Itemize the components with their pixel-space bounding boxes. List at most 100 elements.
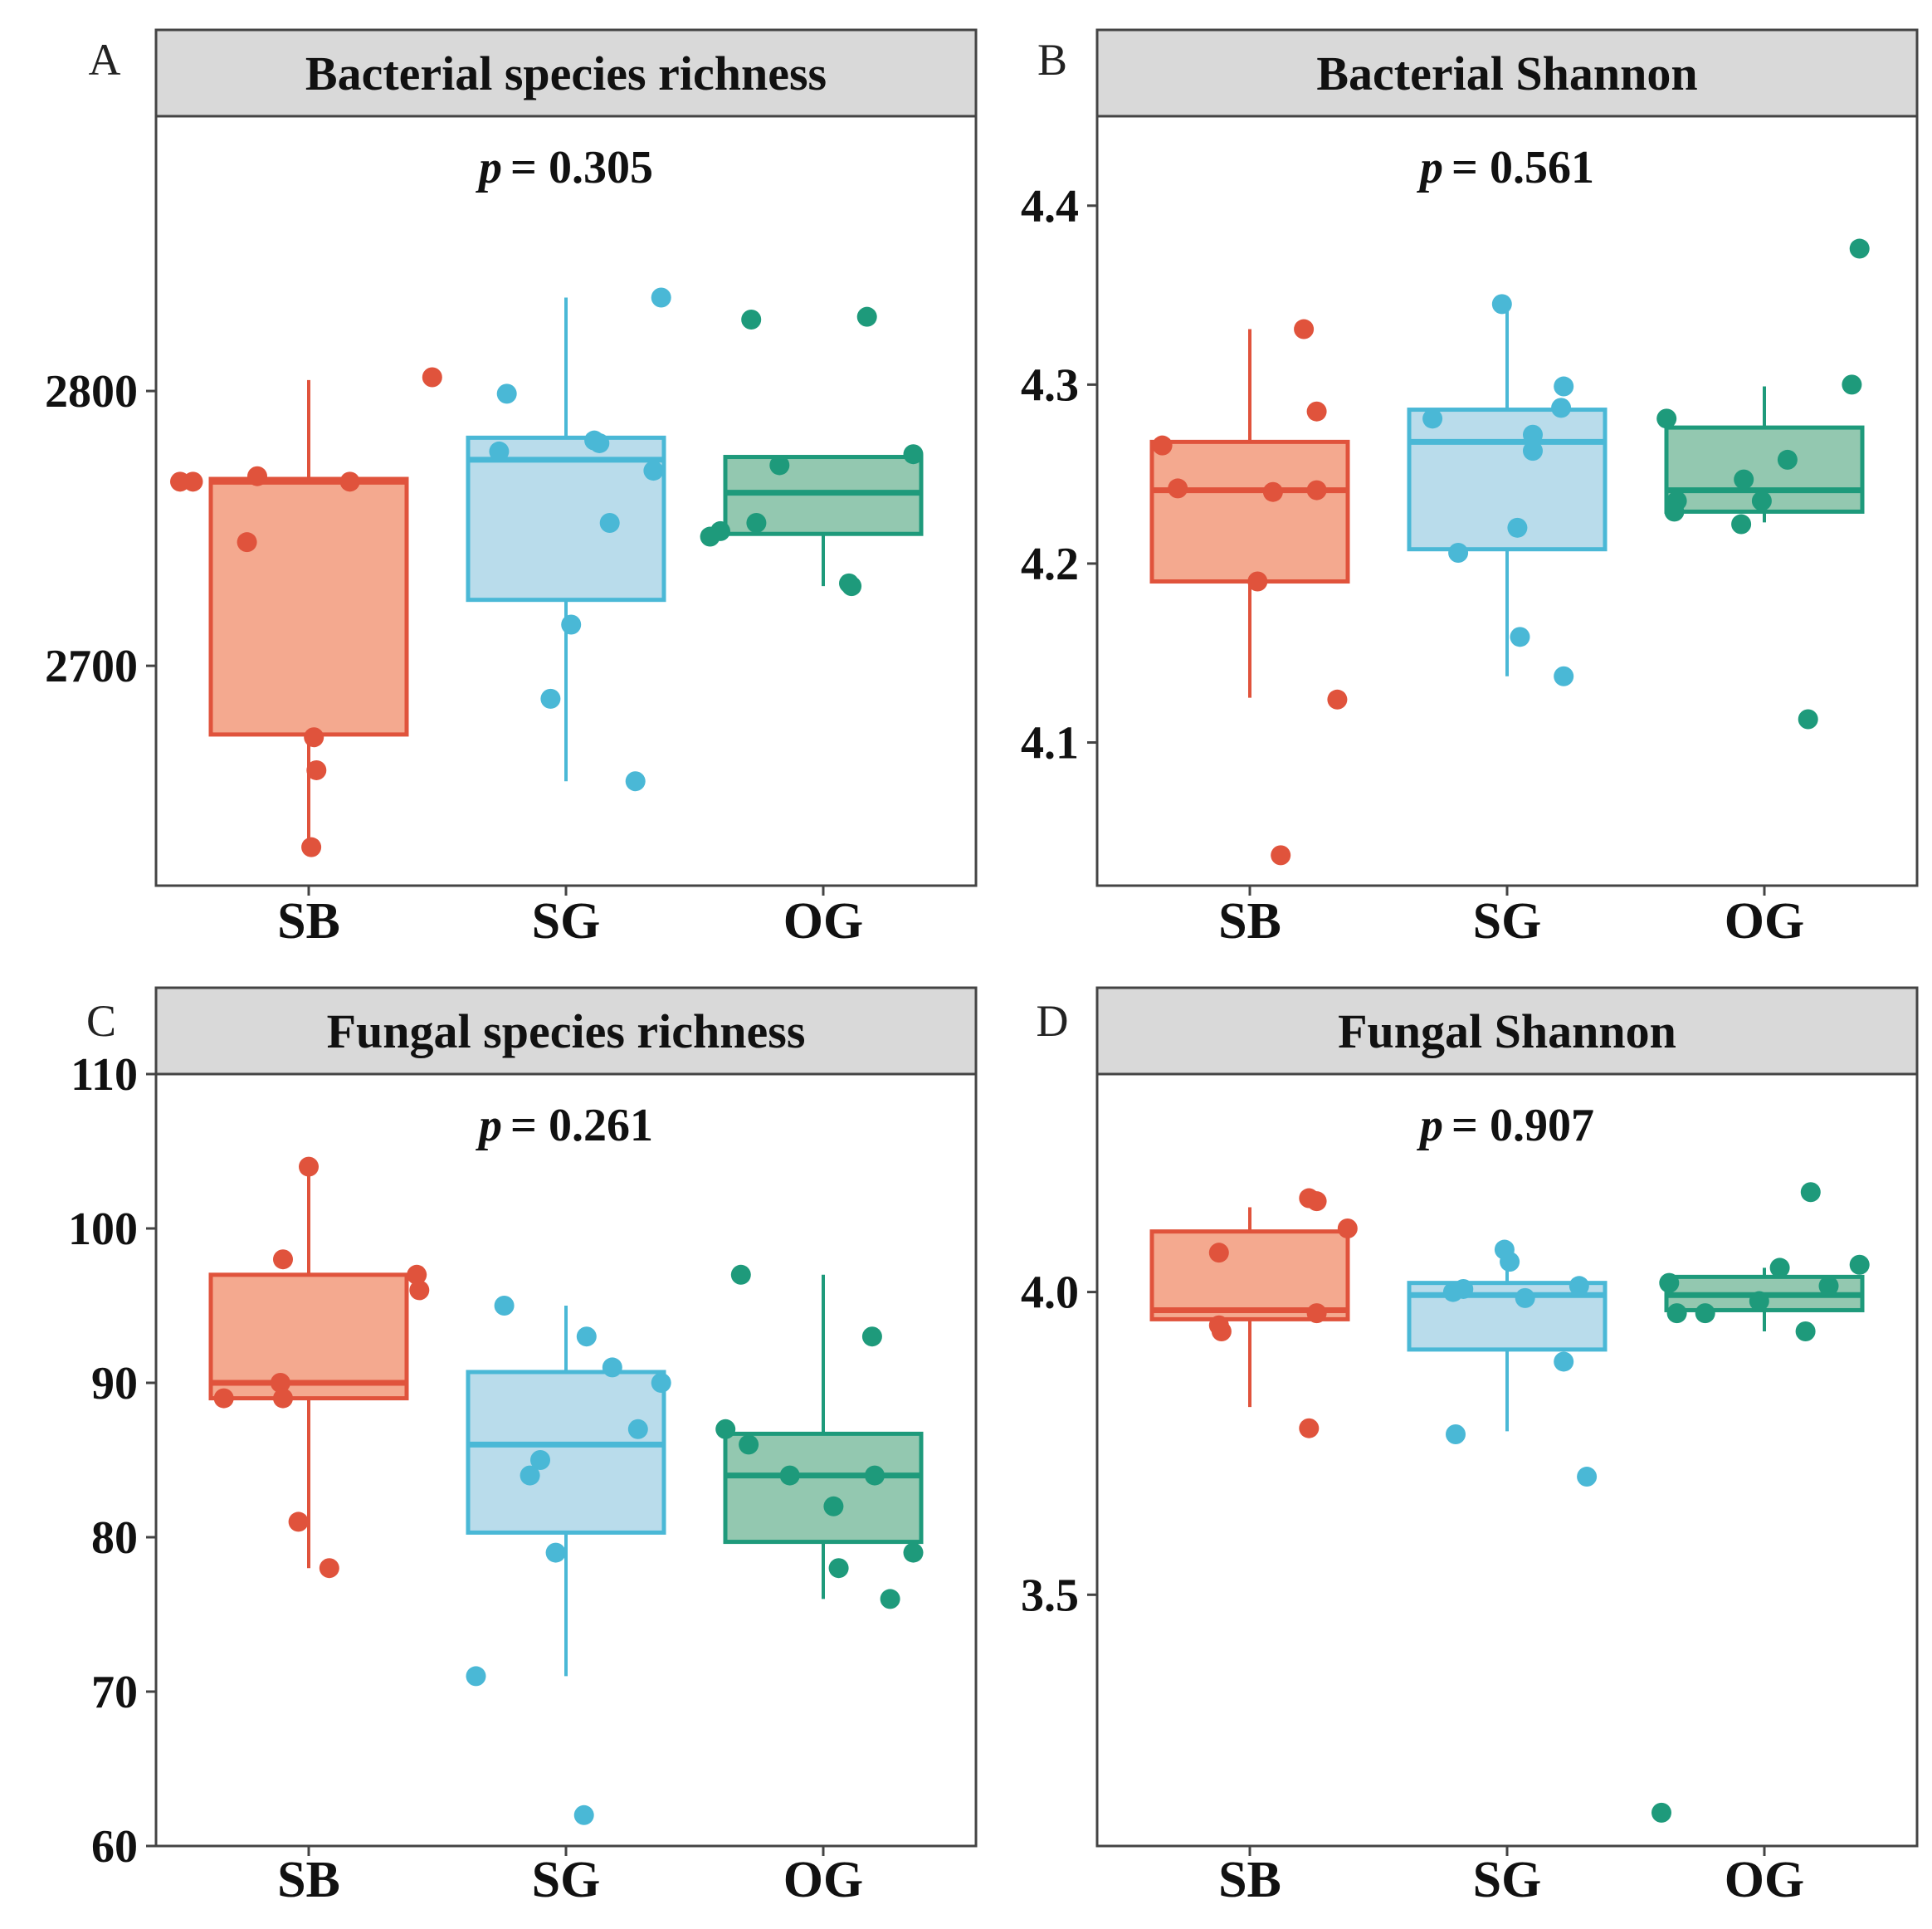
- data-point-sb: [299, 1156, 319, 1177]
- data-point-og: [746, 512, 767, 533]
- x-tick-label: SB: [277, 893, 340, 950]
- data-point-sg: [576, 1326, 597, 1347]
- data-point-og: [1849, 238, 1870, 259]
- x-tick-label: SG: [1473, 1852, 1542, 1908]
- box-sg: [466, 1306, 666, 1677]
- panel-a: A Bacterial species richness p = 0.305 2700 2…: [45, 28, 978, 950]
- p-value-annotation: p = 0.261: [476, 1100, 653, 1151]
- box-og: [723, 1274, 924, 1599]
- box-sg: [466, 297, 666, 782]
- data-point-sb: [273, 1388, 293, 1409]
- box-iqr: [1407, 408, 1608, 552]
- data-point-sb: [1208, 1243, 1229, 1263]
- data-point-og: [828, 1558, 849, 1579]
- data-point-og: [880, 1589, 900, 1609]
- strip-header: [154, 28, 978, 118]
- y-tick-label: 80: [91, 1512, 138, 1564]
- data-point-sg: [545, 1542, 566, 1563]
- box-iqr: [466, 435, 666, 603]
- data-point-og: [1695, 1303, 1715, 1324]
- box-sg: [1407, 304, 1608, 676]
- x-tick-label: OG: [783, 1852, 863, 1908]
- box-iqr: [208, 476, 409, 737]
- x-tick-label: SB: [277, 1852, 340, 1908]
- y-tick-label: 2700: [45, 641, 138, 692]
- data-point-sg: [1507, 517, 1528, 538]
- box-iqr: [466, 1370, 666, 1535]
- data-point-sg: [1554, 1351, 1574, 1372]
- data-point-sg: [1554, 376, 1574, 397]
- data-point-sb: [339, 471, 360, 492]
- data-point-sg: [1448, 543, 1469, 564]
- data-point-og: [779, 1465, 800, 1486]
- y-tick-label: 4.0: [1021, 1267, 1079, 1319]
- data-point-sg: [540, 688, 561, 709]
- data-point-og: [1842, 374, 1862, 395]
- y-tick-label: 90: [91, 1358, 138, 1409]
- data-point-og: [1651, 1802, 1671, 1823]
- p-value-text: = 0.561: [1451, 142, 1594, 193]
- data-point-og: [1818, 1276, 1839, 1297]
- x-tick-label: OG: [783, 893, 863, 950]
- data-point-og: [1795, 1321, 1816, 1341]
- data-point-sg: [573, 1804, 594, 1825]
- data-point-sg: [466, 1666, 486, 1687]
- panel-title: Bacterial Shannon: [1316, 46, 1697, 100]
- box-sb: [208, 379, 409, 847]
- data-point-sg: [1446, 1424, 1466, 1444]
- data-point-sg: [1523, 441, 1543, 461]
- data-point-og: [1749, 1291, 1769, 1311]
- data-point-sb: [1262, 481, 1283, 502]
- data-point-og: [856, 306, 877, 327]
- data-point-sg: [599, 512, 620, 533]
- data-point-sg: [589, 432, 610, 453]
- data-point-sb: [1294, 319, 1315, 339]
- y-tick-label: 2800: [45, 366, 138, 418]
- data-point-og: [1798, 709, 1818, 730]
- y-tick-label: 3.5: [1021, 1570, 1079, 1621]
- data-point-sb: [247, 466, 267, 486]
- data-point-og: [1734, 469, 1754, 490]
- data-point-sb: [213, 1388, 234, 1409]
- data-point-og: [1664, 501, 1685, 522]
- data-point-sb: [409, 1280, 430, 1301]
- data-point-sg: [1422, 408, 1443, 429]
- data-point-og: [769, 455, 790, 476]
- panel-letter: A: [89, 35, 121, 85]
- box-sg: [1407, 1249, 1608, 1432]
- x-tick-label: OG: [1725, 893, 1804, 950]
- data-point-og: [715, 1419, 736, 1439]
- data-point-sb: [1306, 401, 1327, 422]
- x-tick-label: SB: [1218, 893, 1281, 950]
- x-tick-label: SG: [1473, 893, 1542, 950]
- data-point-sb: [1152, 435, 1173, 456]
- panel-title: Bacterial species richness: [305, 46, 827, 100]
- data-point-og: [739, 1434, 759, 1455]
- data-point-og: [1777, 449, 1798, 470]
- strip-header: [154, 986, 978, 1076]
- data-point-sg: [643, 461, 664, 481]
- p-value-annotation: p = 0.305: [476, 142, 653, 193]
- y-tick-label: 110: [71, 1049, 138, 1101]
- data-point-og: [903, 1542, 924, 1563]
- panel-b: B Bacterial Shannon p = 0.561 4.1 4.2 4.3 4.4 SB…: [1021, 28, 1919, 950]
- data-point-sg: [494, 1296, 515, 1316]
- data-point-sb: [422, 367, 442, 388]
- data-point-sg: [496, 383, 517, 404]
- box-sb: [1149, 329, 1350, 698]
- data-point-og: [741, 309, 762, 330]
- plot-area: [1095, 1072, 1919, 1848]
- box-iqr: [1149, 439, 1350, 584]
- y-tick-label: 4.4: [1021, 181, 1079, 232]
- p-value-annotation: p = 0.561: [1417, 142, 1594, 193]
- p-value-symbol: p: [476, 1100, 502, 1151]
- data-point-og: [1666, 1303, 1687, 1324]
- panel-title: Fungal species richness: [327, 1004, 806, 1058]
- data-point-sb: [306, 759, 327, 780]
- data-point-sg: [651, 1373, 671, 1393]
- data-point-sb: [304, 727, 324, 748]
- data-point-sb: [301, 837, 322, 857]
- data-point-sb: [288, 1511, 309, 1532]
- y-tick-label: 4.3: [1021, 359, 1079, 411]
